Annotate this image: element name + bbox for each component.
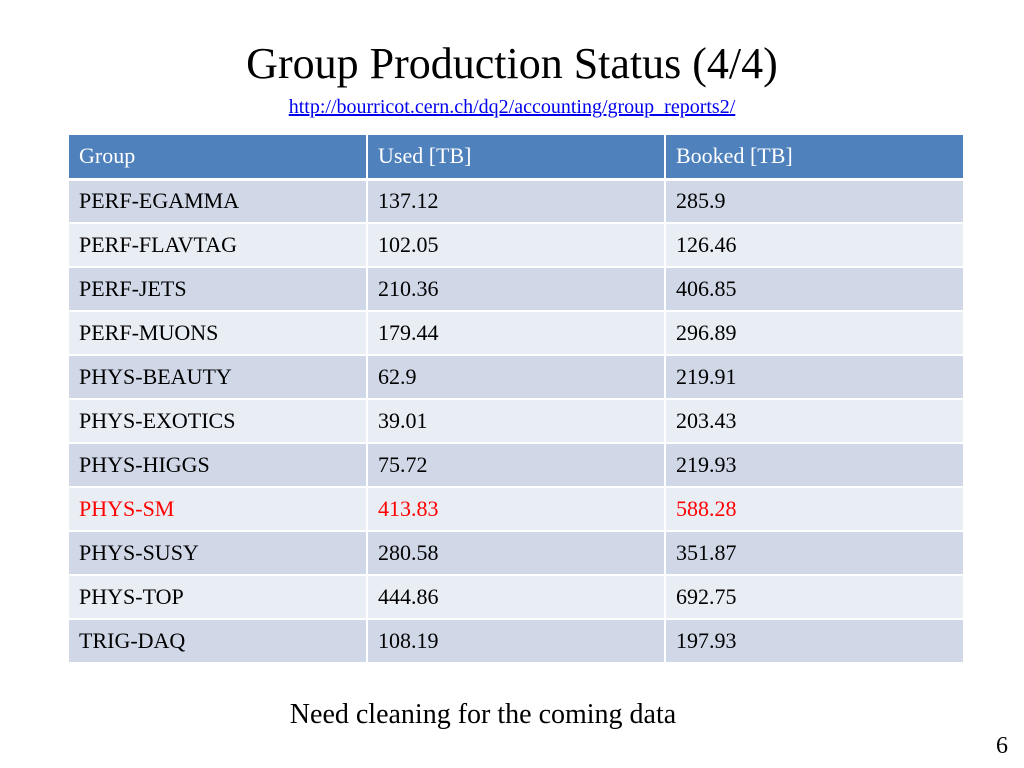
cell-group: PHYS-SM [69,487,368,532]
table-row: PHYS-BEAUTY 62.9 219.91 [69,355,963,400]
table-row: PHYS-SM 413.83 588.28 [69,487,963,532]
cell-booked: 406.85 [665,267,963,312]
table-row: PERF-JETS 210.36 406.85 [69,267,963,312]
accounting-link-container: http://bourricot.cern.ch/dq2/accounting/… [0,94,1024,120]
header-used: Used [TB] [367,135,666,181]
table-row: PERF-EGAMMA 137.12 285.9 [69,179,963,224]
cell-used: 179.44 [367,311,666,356]
page-number: 6 [996,733,1008,759]
cell-booked: 197.93 [665,619,963,664]
slide-title: Group Production Status (4/4) [246,39,778,88]
cell-used: 280.58 [367,531,666,576]
cell-used: 413.83 [367,487,666,532]
cell-booked: 219.91 [665,355,963,400]
table-header: Group Used [TB] Booked [TB] [69,135,963,181]
cell-group: PHYS-BEAUTY [69,355,368,400]
cell-used: 102.05 [367,223,666,268]
cell-group: PERF-FLAVTAG [69,223,368,268]
table-row: PHYS-TOP 444.86 692.75 [69,575,963,620]
table-row: PHYS-SUSY 280.58 351.87 [69,531,963,576]
table-row: TRIG-DAQ 108.19 197.93 [69,619,963,664]
table-header-row: Group Used [TB] Booked [TB] [69,135,963,181]
cell-group: PERF-MUONS [69,311,368,356]
table-row: PHYS-HIGGS 75.72 219.93 [69,443,963,488]
cell-group: PHYS-TOP [69,575,368,620]
cell-group: PHYS-SUSY [69,531,368,576]
cell-booked: 692.75 [665,575,963,620]
cell-booked: 203.43 [665,399,963,444]
slide-note: Need cleaning for the coming data [289,699,677,730]
cell-group: PERF-JETS [69,267,368,312]
cell-booked: 285.9 [665,179,963,224]
group-status-table: Group Used [TB] Booked [TB] PERF-EGAMMA 1… [69,135,963,664]
cell-used: 210.36 [367,267,666,312]
accounting-link[interactable]: http://bourricot.cern.ch/dq2/accounting/… [288,96,736,118]
cell-booked: 351.87 [665,531,963,576]
cell-booked: 296.89 [665,311,963,356]
header-booked: Booked [TB] [665,135,963,181]
cell-used: 62.9 [367,355,666,400]
cell-group: TRIG-DAQ [69,619,368,664]
table-body: PERF-EGAMMA 137.12 285.9 PERF-FLAVTAG 102.05… [69,179,963,664]
cell-group: PHYS-EXOTICS [69,399,368,444]
cell-booked: 126.46 [665,223,963,268]
table-row: PERF-FLAVTAG 102.05 126.46 [69,223,963,268]
cell-group: PERF-EGAMMA [69,179,368,224]
cell-used: 39.01 [367,399,666,444]
header-group: Group [69,135,368,181]
cell-used: 75.72 [367,443,666,488]
table-row: PERF-MUONS 179.44 296.89 [69,311,963,356]
cell-used: 108.19 [367,619,666,664]
cell-group: PHYS-HIGGS [69,443,368,488]
cell-used: 444.86 [367,575,666,620]
table-row: PHYS-EXOTICS 39.01 203.43 [69,399,963,444]
cell-booked: 219.93 [665,443,963,488]
cell-used: 137.12 [367,179,666,224]
cell-booked: 588.28 [665,487,963,532]
